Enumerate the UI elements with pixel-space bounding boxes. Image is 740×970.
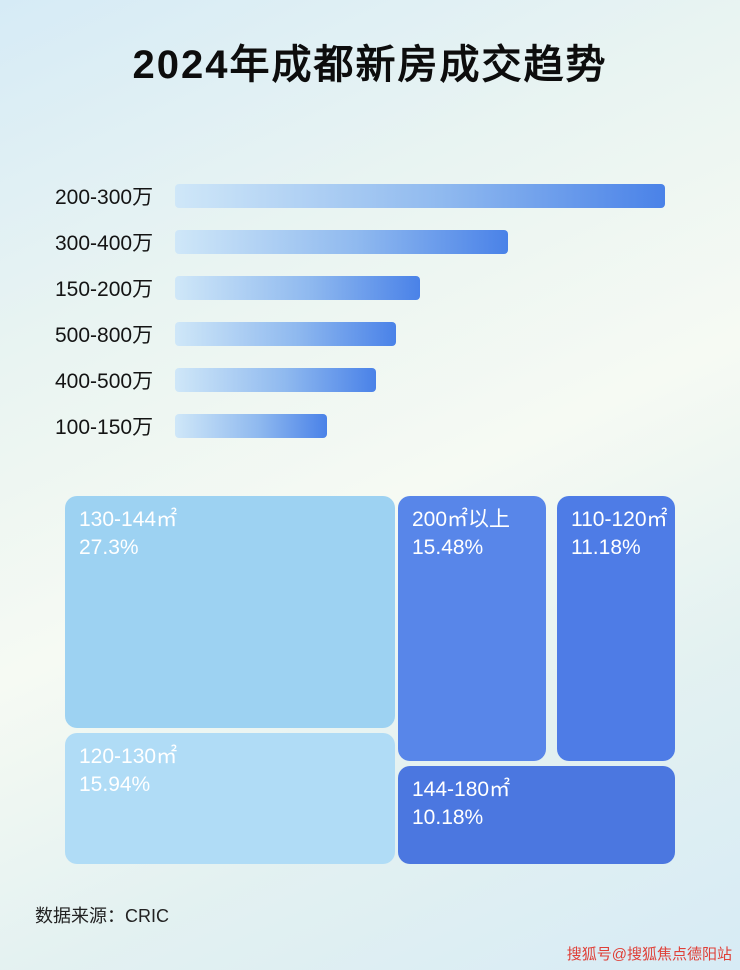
bar-label: 400-500万: [55, 370, 154, 393]
bar-label: 100-150万: [55, 416, 154, 439]
treemap-block-120-130: 120-130㎡ 15.94%: [65, 733, 395, 864]
bar-track: [175, 230, 665, 254]
bar: [175, 368, 376, 392]
treemap-block-label: 200㎡以上: [412, 508, 511, 531]
bar-track: [175, 276, 665, 300]
bar-row: 500-800万: [55, 322, 740, 347]
bar-label: 150-200万: [55, 278, 154, 301]
treemap-block-200-plus: 200㎡以上 15.48%: [398, 496, 546, 761]
bar-row: 200-300万: [55, 184, 740, 209]
watermark-text: 搜狐号@搜狐焦点德阳站: [566, 946, 732, 963]
bar: [175, 230, 509, 254]
bar-label: 500-800万: [55, 324, 154, 347]
area-segment-treemap: 130-144㎡ 27.3% 200㎡以上 15.48% 110-120㎡ 11…: [65, 496, 675, 864]
treemap-block-label: 120-130㎡: [79, 745, 178, 768]
bar: [175, 184, 665, 208]
treemap-block-110-120: 110-120㎡ 11.18%: [557, 496, 675, 761]
bar-track: [175, 184, 665, 208]
bar-track: [175, 414, 665, 438]
bar-track: [175, 368, 665, 392]
bar-row: 150-200万: [55, 276, 740, 301]
treemap-block-label: 130-144㎡: [79, 508, 178, 531]
treemap-block-label: 110-120㎡: [571, 508, 668, 531]
treemap-block-percent: 15.94%: [79, 773, 151, 796]
treemap-block-144-180: 144-180㎡ 10.18%: [398, 766, 675, 864]
treemap-block-percent: 11.18%: [571, 536, 641, 559]
bar: [175, 322, 396, 346]
page-title: 2024年成都新房成交趋势: [132, 43, 608, 87]
treemap-block-percent: 15.48%: [412, 536, 484, 559]
treemap-block-label: 144-180㎡: [412, 778, 511, 801]
treemap-block-percent: 10.18%: [412, 806, 484, 829]
data-source-label: 数据来源：CRIC: [35, 906, 169, 926]
bar-track: [175, 322, 665, 346]
bar-label: 300-400万: [55, 232, 154, 255]
bar-label: 200-300万: [55, 186, 154, 209]
bar-row: 100-150万: [55, 414, 740, 439]
treemap-block-percent: 27.3%: [79, 536, 139, 559]
bar: [175, 414, 327, 438]
bar-row: 400-500万: [55, 368, 740, 393]
treemap-block-130-144: 130-144㎡ 27.3%: [65, 496, 395, 728]
bar-row: 300-400万: [55, 230, 740, 255]
bar: [175, 276, 420, 300]
price-band-bar-chart: 200-300万 300-400万 150-200万 500-800万 400-…: [0, 184, 740, 439]
